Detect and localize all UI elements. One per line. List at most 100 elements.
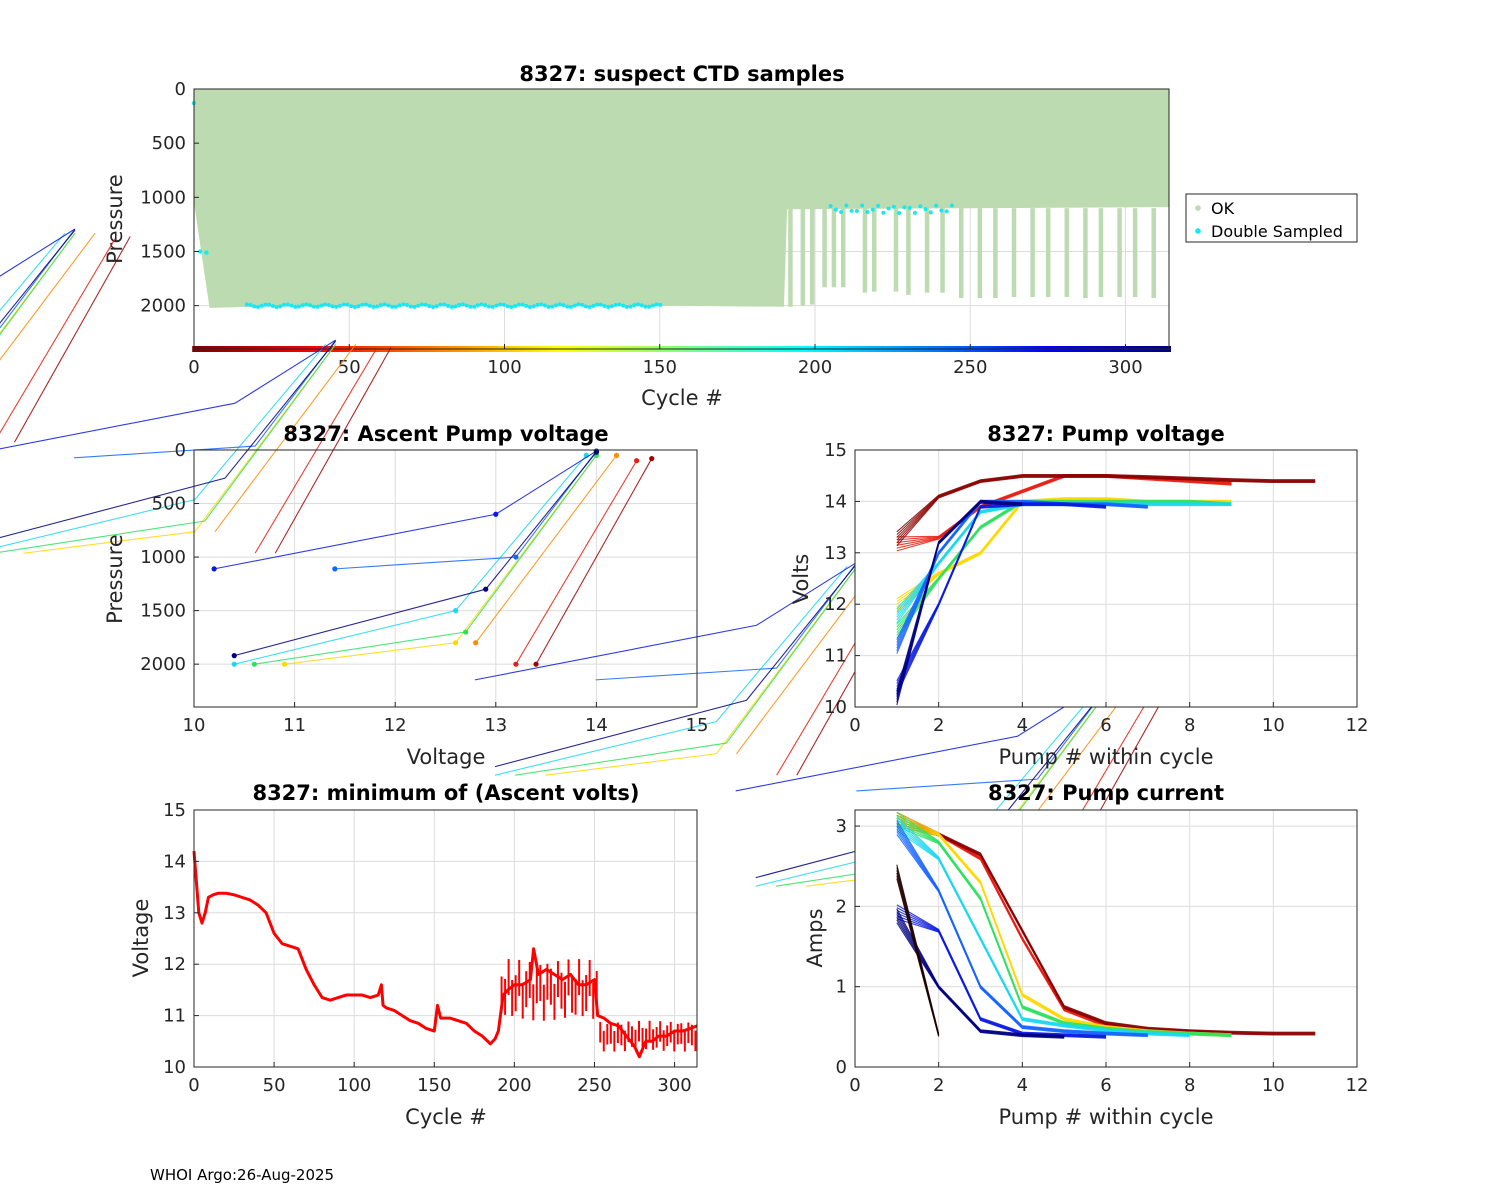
ctd-double-sampled-point <box>334 304 339 309</box>
ascent-series-point <box>513 661 519 667</box>
ascent-ytick-label: 0 <box>175 440 186 461</box>
ctd-ok-deep-profile <box>831 208 837 288</box>
ctd-double-sampled-point <box>520 302 525 307</box>
ctd-double-sampled-point <box>453 304 458 309</box>
ascent-axes-box <box>193 449 698 708</box>
ctd-double-sampled-point <box>285 302 290 307</box>
ctd-double-sampled-point <box>445 303 450 308</box>
ctd-double-sampled-point <box>248 302 253 307</box>
ctd-ok-deep-profile <box>1151 208 1156 299</box>
ctd-double-sampled-point <box>267 302 272 307</box>
minv-ytick-label: 15 <box>163 800 186 821</box>
ctd-double-sampled-point <box>349 304 354 309</box>
ascent-series-line <box>0 232 76 336</box>
ctd-double-sampled-point <box>293 304 298 309</box>
ctd-double-sampled-point <box>393 304 398 309</box>
ctd-double-sampled-point <box>628 304 633 309</box>
ascent-ticks: 10 11 12 13 14 15 0 500 1000 1500 2000 <box>140 440 708 736</box>
ctd-double-sampled-point <box>624 304 629 309</box>
ctd-double-sampled-point <box>479 302 484 307</box>
legend-double-label: Double Sampled <box>1211 222 1343 241</box>
pumpc-series-line <box>896 908 1065 1036</box>
ascent-series-line <box>14 236 131 443</box>
ctd-double-sampled-point <box>486 304 491 309</box>
minv-xtick-label: 50 <box>263 1075 286 1096</box>
minv-xtick-label: 250 <box>577 1075 611 1096</box>
ctd-double-sampled-point <box>434 304 439 309</box>
ascent-xtick-label: 10 <box>183 715 206 736</box>
ctd-double-sampled-point <box>513 304 518 309</box>
ctd-double-sampled-point <box>270 304 275 309</box>
ctd-double-sampled-point <box>860 203 865 208</box>
ctd-double-sampled-point <box>595 302 600 307</box>
ctd-double-sampled-point <box>527 304 532 309</box>
pumpv-ytick-label: 11 <box>824 646 847 667</box>
ctd-double-sampled-point <box>939 208 944 213</box>
ctd-double-sampled-point <box>416 303 421 308</box>
minv-axes-box <box>193 809 698 1068</box>
ascent-series-line <box>23 343 337 554</box>
ascent-series-line <box>595 561 858 681</box>
ctd-ok-deep-profile <box>862 208 868 293</box>
minv-xtick-label: 0 <box>188 1075 199 1096</box>
ctd-double-sampled-point <box>255 304 260 309</box>
ascent-series-line <box>214 343 357 533</box>
ctd-double-sampled-point <box>464 303 469 308</box>
ctd-double-sampled-point <box>844 203 849 208</box>
ctd-double-sampled-point <box>311 304 316 309</box>
ctd-double-sampled-point <box>849 208 854 213</box>
ascent-axes-background <box>194 450 697 707</box>
pumpc-xtick-label: 6 <box>1100 1075 1111 1096</box>
ascent-series-line <box>0 232 76 334</box>
ctd-double-sampled-point <box>944 209 949 214</box>
ctd-double-sampled-point <box>598 302 603 307</box>
pumpc-xtick-label: 4 <box>1017 1075 1028 1096</box>
ctd-ok-deep-profile <box>1011 208 1017 297</box>
ctd-double-sampled-point <box>483 303 488 308</box>
ascent-series-point <box>613 452 620 458</box>
ctd-double-sampled-point <box>494 303 499 308</box>
ctd-double-sampled-point <box>337 303 342 308</box>
pumpv-xtick-label: 12 <box>1346 715 1369 736</box>
ctd-double-sampled-point <box>431 304 436 309</box>
ctd-double-sampled-point <box>419 302 424 307</box>
ctd-double-sampled-point <box>367 303 372 308</box>
pumpv-xtick-label: 2 <box>933 715 944 736</box>
ascent-ytick-label: 2000 <box>140 654 186 675</box>
minv-ylabel: Voltage <box>129 899 153 978</box>
ctd-double-sampled-point <box>408 304 413 309</box>
ascent-series-point <box>231 661 237 667</box>
ctd-ytick-label: 1500 <box>140 242 186 263</box>
ctd-double-sampled-point <box>654 302 659 307</box>
ascent-series-line <box>0 228 76 329</box>
ctd-title: 8327: suspect CTD samples <box>519 62 844 86</box>
ascent-series-point <box>463 629 469 635</box>
ascent-ytick-label: 500 <box>152 494 186 515</box>
pumpc-ytick-label: 0 <box>836 1057 847 1078</box>
ctd-double-sampled-point <box>643 304 648 309</box>
ctd-double-sampled-point <box>259 303 264 308</box>
ctd-double-sampled-point <box>427 304 432 309</box>
ctd-xlabel: Cycle # <box>641 386 723 410</box>
pumpv-series-line <box>896 499 1148 641</box>
pumpc-series-line <box>896 820 1148 1035</box>
ctd-double-sampled-point <box>854 209 859 214</box>
ctd-double-sampled-point <box>371 304 376 309</box>
ctd-double-sampled-point <box>554 303 559 308</box>
legend-ok-label: OK <box>1211 199 1235 218</box>
ascent-series-line <box>856 672 1119 792</box>
ascent-xtick-label: 14 <box>585 715 608 736</box>
ascent-series-line <box>0 340 337 539</box>
ctd-ok-deep-profile <box>872 208 877 292</box>
minv-ytick-label: 11 <box>163 1006 186 1027</box>
ascent-series-line <box>494 562 858 768</box>
ctd-double-sampled-point <box>278 304 283 309</box>
ctd-double-sampled-point <box>928 210 933 215</box>
ctd-xtick-label: 300 <box>1108 357 1142 378</box>
ascent-xlabel: Voltage <box>407 745 486 769</box>
minv-xtick-label: 100 <box>337 1075 371 1096</box>
ctd-double-sampled-point <box>949 203 954 208</box>
ctd-double-sampled-point <box>475 303 480 308</box>
minv-xtick-label: 200 <box>497 1075 531 1096</box>
